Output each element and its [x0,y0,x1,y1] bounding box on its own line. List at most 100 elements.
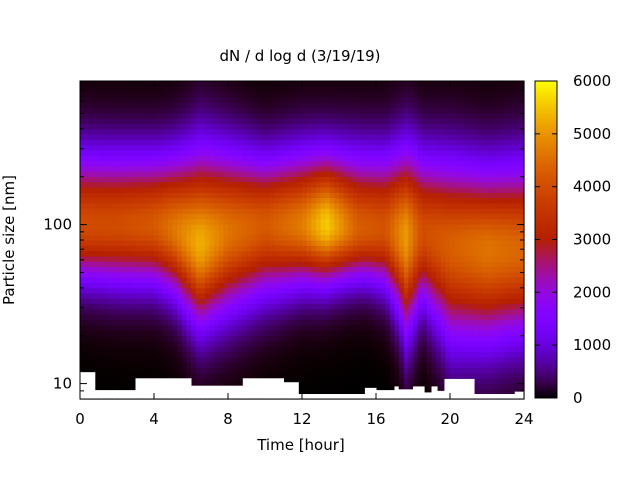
heatmap-cell [334,250,340,257]
heatmap-cell [246,335,252,342]
heatmap-cell [288,250,294,257]
heatmap-cell [158,330,164,336]
heatmap-cell [371,149,377,156]
heatmap-cell [167,282,174,289]
heatmap-cell [80,213,86,220]
heatmap-cell [283,197,289,204]
heatmap-cell [232,213,238,220]
heatmap-cell [223,102,229,109]
heatmap-cell [445,187,451,193]
heatmap-cell [246,134,252,140]
heatmap-cell [204,155,211,162]
heatmap-cell [93,208,100,215]
heatmap-cell [339,218,345,225]
heatmap-cell [366,155,372,162]
heatmap-cell [172,282,178,289]
heatmap-cell [191,277,197,283]
heatmap-cell [93,123,100,130]
heatmap-cell [292,335,298,342]
heatmap-cell [89,335,95,342]
heatmap-cell [357,335,363,342]
heatmap-cell [89,303,95,310]
heatmap-cell [274,298,280,305]
heatmap-cell [389,361,396,368]
heatmap-cell [426,128,433,135]
heatmap-cell [84,91,90,98]
heatmap-cell [214,240,220,246]
heatmap-cell [311,218,317,225]
heatmap-cell [274,319,280,326]
heatmap-cell [251,202,257,209]
heatmap-cell [315,245,322,252]
heatmap-cell [144,149,150,156]
heatmap-cell [325,112,331,119]
heatmap-cell [140,271,146,278]
heatmap-cell [255,118,261,124]
heatmap-cell [209,361,215,368]
heatmap-cell [436,224,442,230]
heatmap-cell [431,171,437,177]
heatmap-cell [237,314,243,321]
heatmap-cell [292,218,298,225]
heatmap-cell [413,319,419,326]
heatmap-cell [394,181,400,188]
heatmap-cell [265,282,271,289]
heatmap-cell [362,303,368,310]
heatmap-cell [200,298,206,305]
heatmap-cell [218,86,224,93]
heatmap-cell [255,351,261,358]
heatmap-cell [459,171,465,177]
heatmap-cell [380,197,386,204]
heatmap-cell [149,356,155,363]
heatmap-cell [426,107,433,114]
heatmap-cell [348,165,354,172]
heatmap-cell [325,319,331,326]
heatmap-cell [376,277,382,283]
heatmap-cell [371,192,377,199]
heatmap-cell [357,377,363,384]
heatmap-cell [408,250,414,257]
heatmap-cell [371,187,377,193]
heatmap-cell [154,224,160,230]
heatmap-cell [269,308,275,315]
heatmap-cell [380,160,386,167]
heatmap-cell [246,96,252,103]
heatmap-cell [232,314,238,321]
heatmap-cell [126,250,132,257]
heatmap-cell [376,308,382,315]
heatmap-cell [454,192,460,199]
heatmap-cell [107,298,113,305]
heatmap-cell [269,255,275,262]
heatmap-cell [140,187,146,193]
heatmap-cell [320,213,326,220]
heatmap-cell [89,330,95,336]
heatmap-cell [117,187,123,193]
heatmap-cell [181,234,187,241]
heatmap-cell [163,149,169,156]
heatmap-cell [459,181,465,188]
heatmap-cell [297,335,303,342]
heatmap-cell [459,213,465,220]
heatmap-cell [228,155,234,162]
heatmap-cell [311,314,317,321]
heatmap-cell [246,303,252,310]
heatmap-cell [265,340,271,347]
heatmap-cell [454,218,460,225]
heatmap-cell [459,287,465,294]
heatmap-cell [260,261,266,268]
heatmap-cell [334,218,340,225]
heatmap-cell [186,234,192,241]
heatmap-cell [399,128,405,135]
heatmap-cell [112,308,118,315]
heatmap-cell [246,91,252,98]
heatmap-cell [241,266,248,273]
heatmap-cell [302,171,308,177]
heatmap-cell [84,340,90,347]
heatmap-cell [103,123,109,130]
heatmap-cell [348,102,354,109]
heatmap-cell [278,155,285,162]
heatmap-cell [339,388,345,395]
heatmap-cell [107,213,113,220]
heatmap-cell [181,139,187,146]
heatmap-cell [422,107,428,114]
